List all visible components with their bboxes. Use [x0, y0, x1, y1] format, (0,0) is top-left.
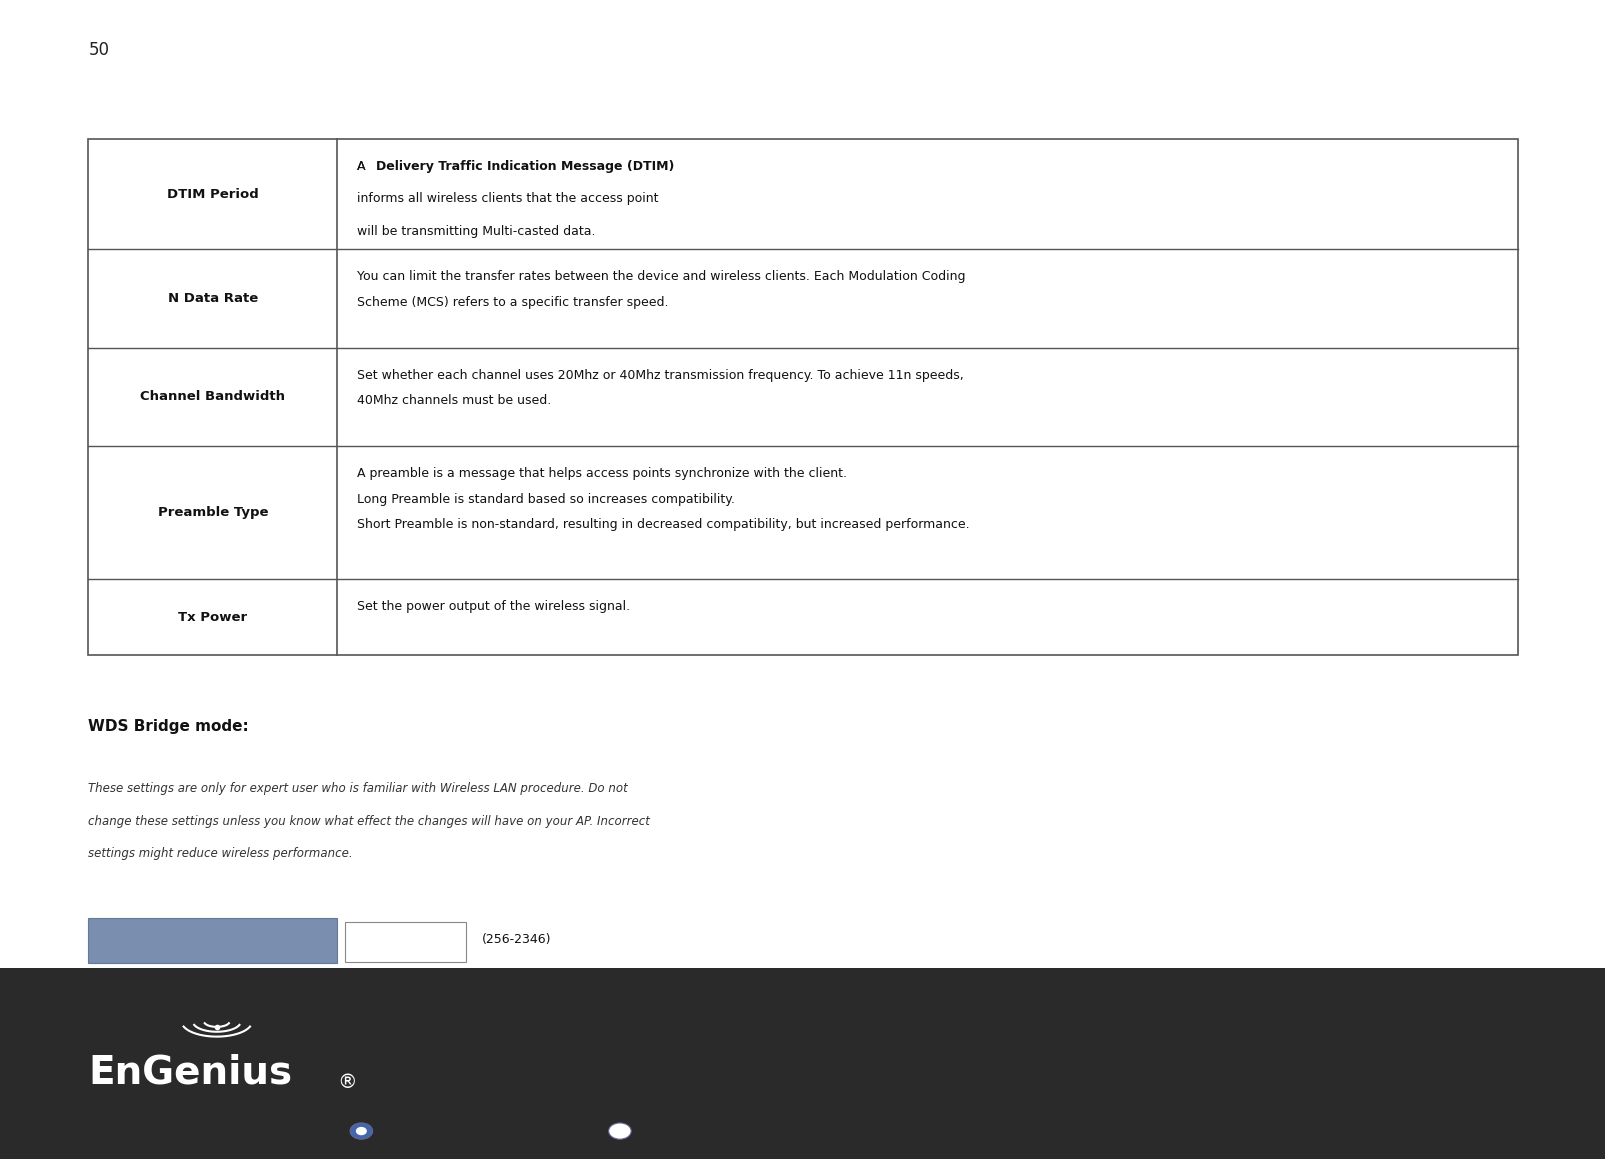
Text: Delivery Traffic Indication Message (DTIM): Delivery Traffic Indication Message (DTI…: [376, 160, 674, 173]
Bar: [88, 1045, 337, 1091]
Text: Set the power output of the wireless signal.: Set the power output of the wireless sig…: [356, 600, 629, 613]
Text: Tx Power: Tx Power: [178, 611, 247, 624]
Text: informs all wireless clients that the access point: informs all wireless clients that the ac…: [356, 192, 658, 205]
Text: ®: ®: [337, 1073, 356, 1092]
Text: change these settings unless you know what effect the changes will have on your : change these settings unless you know wh…: [88, 815, 650, 828]
Text: A: A: [356, 160, 369, 173]
Text: (256-2346): (256-2346): [482, 933, 551, 947]
Bar: [345, 921, 465, 962]
Text: 20 MHz: 20 MHz: [639, 1124, 685, 1138]
Bar: [88, 1109, 337, 1154]
Text: 2346: 2346: [358, 933, 390, 947]
Text: A ​: A ​: [356, 160, 369, 173]
Text: DTIM Period: DTIM Period: [167, 188, 258, 201]
Text: N Data Rate:: N Data Rate:: [170, 1060, 255, 1074]
Bar: [88, 918, 337, 963]
Text: Set whether each channel uses 20Mhz or 40Mhz transmission frequency. To achieve : Set whether each channel uses 20Mhz or 4…: [356, 369, 963, 381]
Text: 40Mhz channels must be used.: 40Mhz channels must be used.: [356, 394, 551, 407]
Circle shape: [608, 1123, 631, 1139]
Text: Fragment Threshold :: Fragment Threshold :: [141, 933, 284, 947]
Text: You can limit the transfer rates between the device and wireless clients. Each M: You can limit the transfer rates between…: [356, 270, 965, 283]
Text: Scheme (MCS) refers to a specific transfer speed.: Scheme (MCS) refers to a specific transf…: [356, 296, 668, 308]
Text: These settings are only for expert user who is familiar with Wireless LAN proced: These settings are only for expert user …: [88, 782, 628, 795]
Text: N Data Rate: N Data Rate: [167, 292, 258, 305]
Text: Channel Bandwidth: Channel Bandwidth: [140, 391, 286, 403]
Circle shape: [350, 1123, 372, 1139]
Bar: [345, 985, 465, 1026]
Circle shape: [356, 1128, 366, 1135]
Text: Long Preamble is standard based so increases compatibility.: Long Preamble is standard based so incre…: [356, 493, 733, 505]
Bar: [88, 982, 337, 1027]
Text: (1-2347): (1-2347): [482, 997, 534, 1011]
Text: settings might reduce wireless performance.: settings might reduce wireless performan…: [88, 847, 353, 860]
Text: ▼: ▼: [438, 1063, 446, 1072]
Text: EnGenius: EnGenius: [88, 1054, 292, 1092]
Text: RTS Threshold :: RTS Threshold :: [160, 997, 265, 1011]
Text: Auto 20/40 MHz: Auto 20/40 MHz: [380, 1124, 480, 1138]
Text: Auto: Auto: [358, 1060, 387, 1074]
Text: Short Preamble is non-standard, resulting in decreased compatibility, but increa: Short Preamble is non-standard, resultin…: [356, 518, 968, 531]
Text: Preamble Type: Preamble Type: [157, 506, 268, 519]
Bar: [345, 1049, 449, 1089]
Bar: [0, 968, 1605, 1159]
Text: 2347: 2347: [358, 997, 390, 1011]
Bar: [88, 139, 1517, 655]
Text: WDS Bridge mode:: WDS Bridge mode:: [88, 719, 249, 734]
Text: 50: 50: [88, 41, 109, 59]
Text: will be transmitting Multi-casted data.: will be transmitting Multi-casted data.: [356, 225, 595, 238]
Text: Channel Bandwidth: Channel Bandwidth: [148, 1124, 278, 1138]
Text: A preamble is a message that helps access points synchronize with the client.: A preamble is a message that helps acces…: [356, 467, 846, 480]
